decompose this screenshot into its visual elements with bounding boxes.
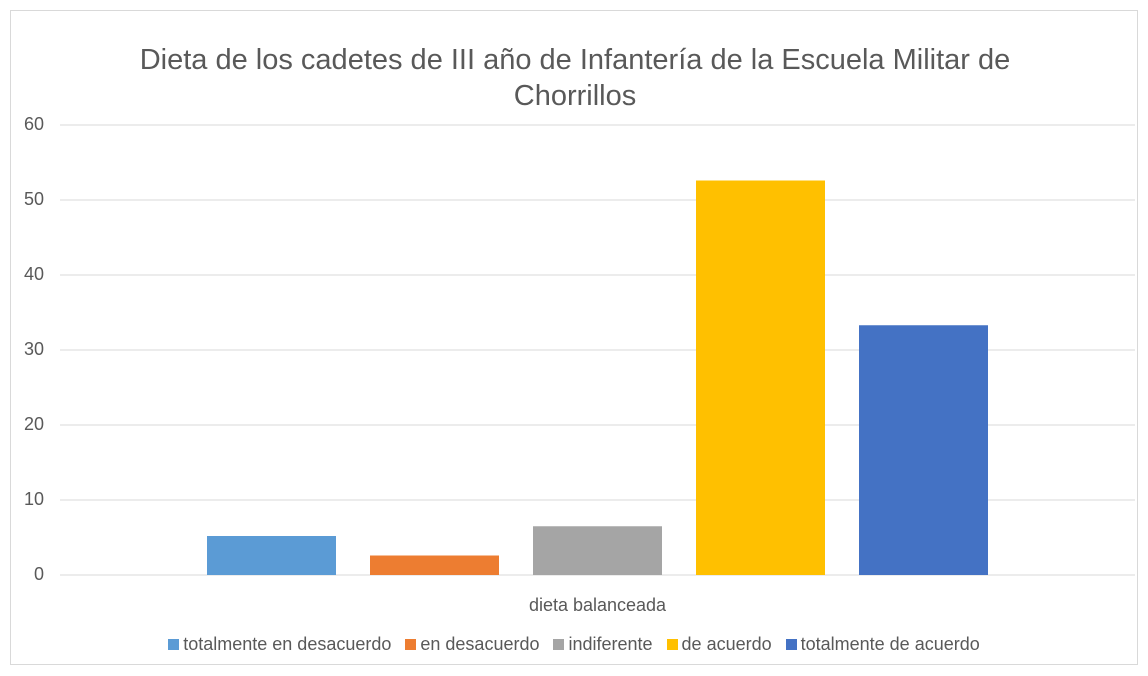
legend-label: indiferente	[568, 634, 653, 654]
y-tick-label: 30	[24, 339, 44, 359]
chart-title: Dieta de los cadetes de III año de Infan…	[139, 44, 1011, 112]
y-tick-label: 0	[34, 564, 44, 584]
legend-item: en desacuerdo	[405, 634, 539, 655]
legend-label: totalmente de acuerdo	[800, 634, 980, 654]
x-tick-label: dieta balanceada	[529, 595, 667, 615]
bar	[207, 536, 336, 575]
bar	[533, 526, 662, 575]
bar	[696, 180, 825, 575]
y-tick-label: 20	[24, 414, 44, 434]
legend-swatch	[405, 639, 417, 650]
y-tick-label: 40	[24, 264, 44, 284]
y-tick-label: 10	[24, 489, 44, 509]
legend-swatch	[553, 639, 565, 650]
legend: totalmente en desacuerdo en desacuerdo ind…	[0, 634, 1148, 655]
legend-item: indiferente	[553, 634, 653, 655]
legend-item: de acuerdo	[666, 634, 772, 655]
legend-item: totalmente de acuerdo	[785, 634, 980, 655]
legend-item: totalmente en desacuerdo	[168, 634, 391, 655]
legend-swatch	[785, 639, 797, 650]
y-tick-label: 60	[24, 114, 44, 134]
bar	[859, 325, 988, 575]
legend-label: en desacuerdo	[420, 634, 540, 654]
y-tick-label: 50	[24, 189, 44, 209]
legend-label: de acuerdo	[681, 634, 772, 654]
legend-label: totalmente en desacuerdo	[183, 634, 392, 654]
bar	[370, 555, 499, 575]
legend-swatch	[168, 639, 180, 650]
legend-swatch	[666, 639, 678, 650]
